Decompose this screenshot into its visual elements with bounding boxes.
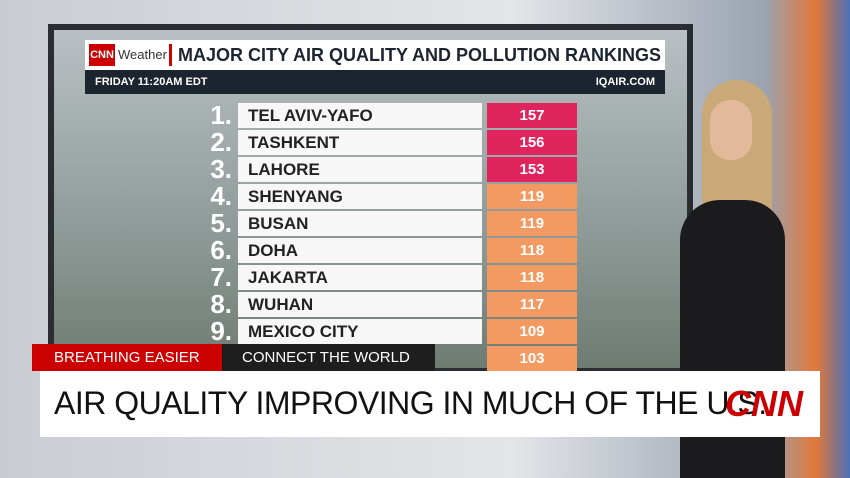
time: FRIDAY 11:20AM EDT xyxy=(95,76,208,88)
value-cell: 153 xyxy=(487,157,577,182)
rank: 3. xyxy=(210,154,232,184)
city-cell: LAHORE xyxy=(238,157,482,182)
value-cell: 157 xyxy=(487,103,577,128)
rank: 5. xyxy=(210,208,232,238)
rank: 6. xyxy=(210,235,232,265)
value-cell: 118 xyxy=(487,238,577,263)
board-header: CNN Weather MAJOR CITY AIR QUALITY AND P… xyxy=(85,40,665,70)
brand-logo: CNN xyxy=(89,44,115,66)
value-cell: 103 xyxy=(487,346,577,371)
show-name: CONNECT THE WORLD xyxy=(222,344,435,371)
network-logo: CNN xyxy=(725,383,803,424)
city-cell: JAKARTA xyxy=(238,265,482,290)
headline-bar: AIR QUALITY IMPROVING IN MUCH OF THE U.S… xyxy=(40,371,820,437)
city-cell: MEXICO CITY xyxy=(238,319,482,344)
value-cell: 119 xyxy=(487,211,577,236)
tag: BREATHING EASIER xyxy=(32,344,222,371)
value-cell: 118 xyxy=(487,265,577,290)
divider xyxy=(169,44,172,66)
rank: 8. xyxy=(210,289,232,319)
board-title: MAJOR CITY AIR QUALITY AND POLLUTION RAN… xyxy=(178,45,662,65)
city-cell: DOHA xyxy=(238,238,482,263)
rank: 7. xyxy=(210,262,232,292)
rank: 2. xyxy=(210,127,232,157)
city-cell: TEL AVIV-YAFO xyxy=(238,103,482,128)
board-subheader: FRIDAY 11:20AM EDT IQAIR.COM xyxy=(85,70,665,94)
section-label: Weather xyxy=(118,47,167,62)
city-cell: SHENYANG xyxy=(238,184,482,209)
city-cell: WUHAN xyxy=(238,292,482,317)
rank: 4. xyxy=(210,181,232,211)
source: IQAIR.COM xyxy=(595,76,655,88)
value-cell: 156 xyxy=(487,130,577,155)
city-cell: TASHKENT xyxy=(238,130,482,155)
city-cell: BUSAN xyxy=(238,211,482,236)
value-cell: 119 xyxy=(487,184,577,209)
rank: 9. xyxy=(210,316,232,346)
headline: AIR QUALITY IMPROVING IN MUCH OF THE U.S… xyxy=(54,385,767,421)
value-cell: 117 xyxy=(487,292,577,317)
rank: 1. xyxy=(210,100,232,130)
value-cell: 109 xyxy=(487,319,577,344)
